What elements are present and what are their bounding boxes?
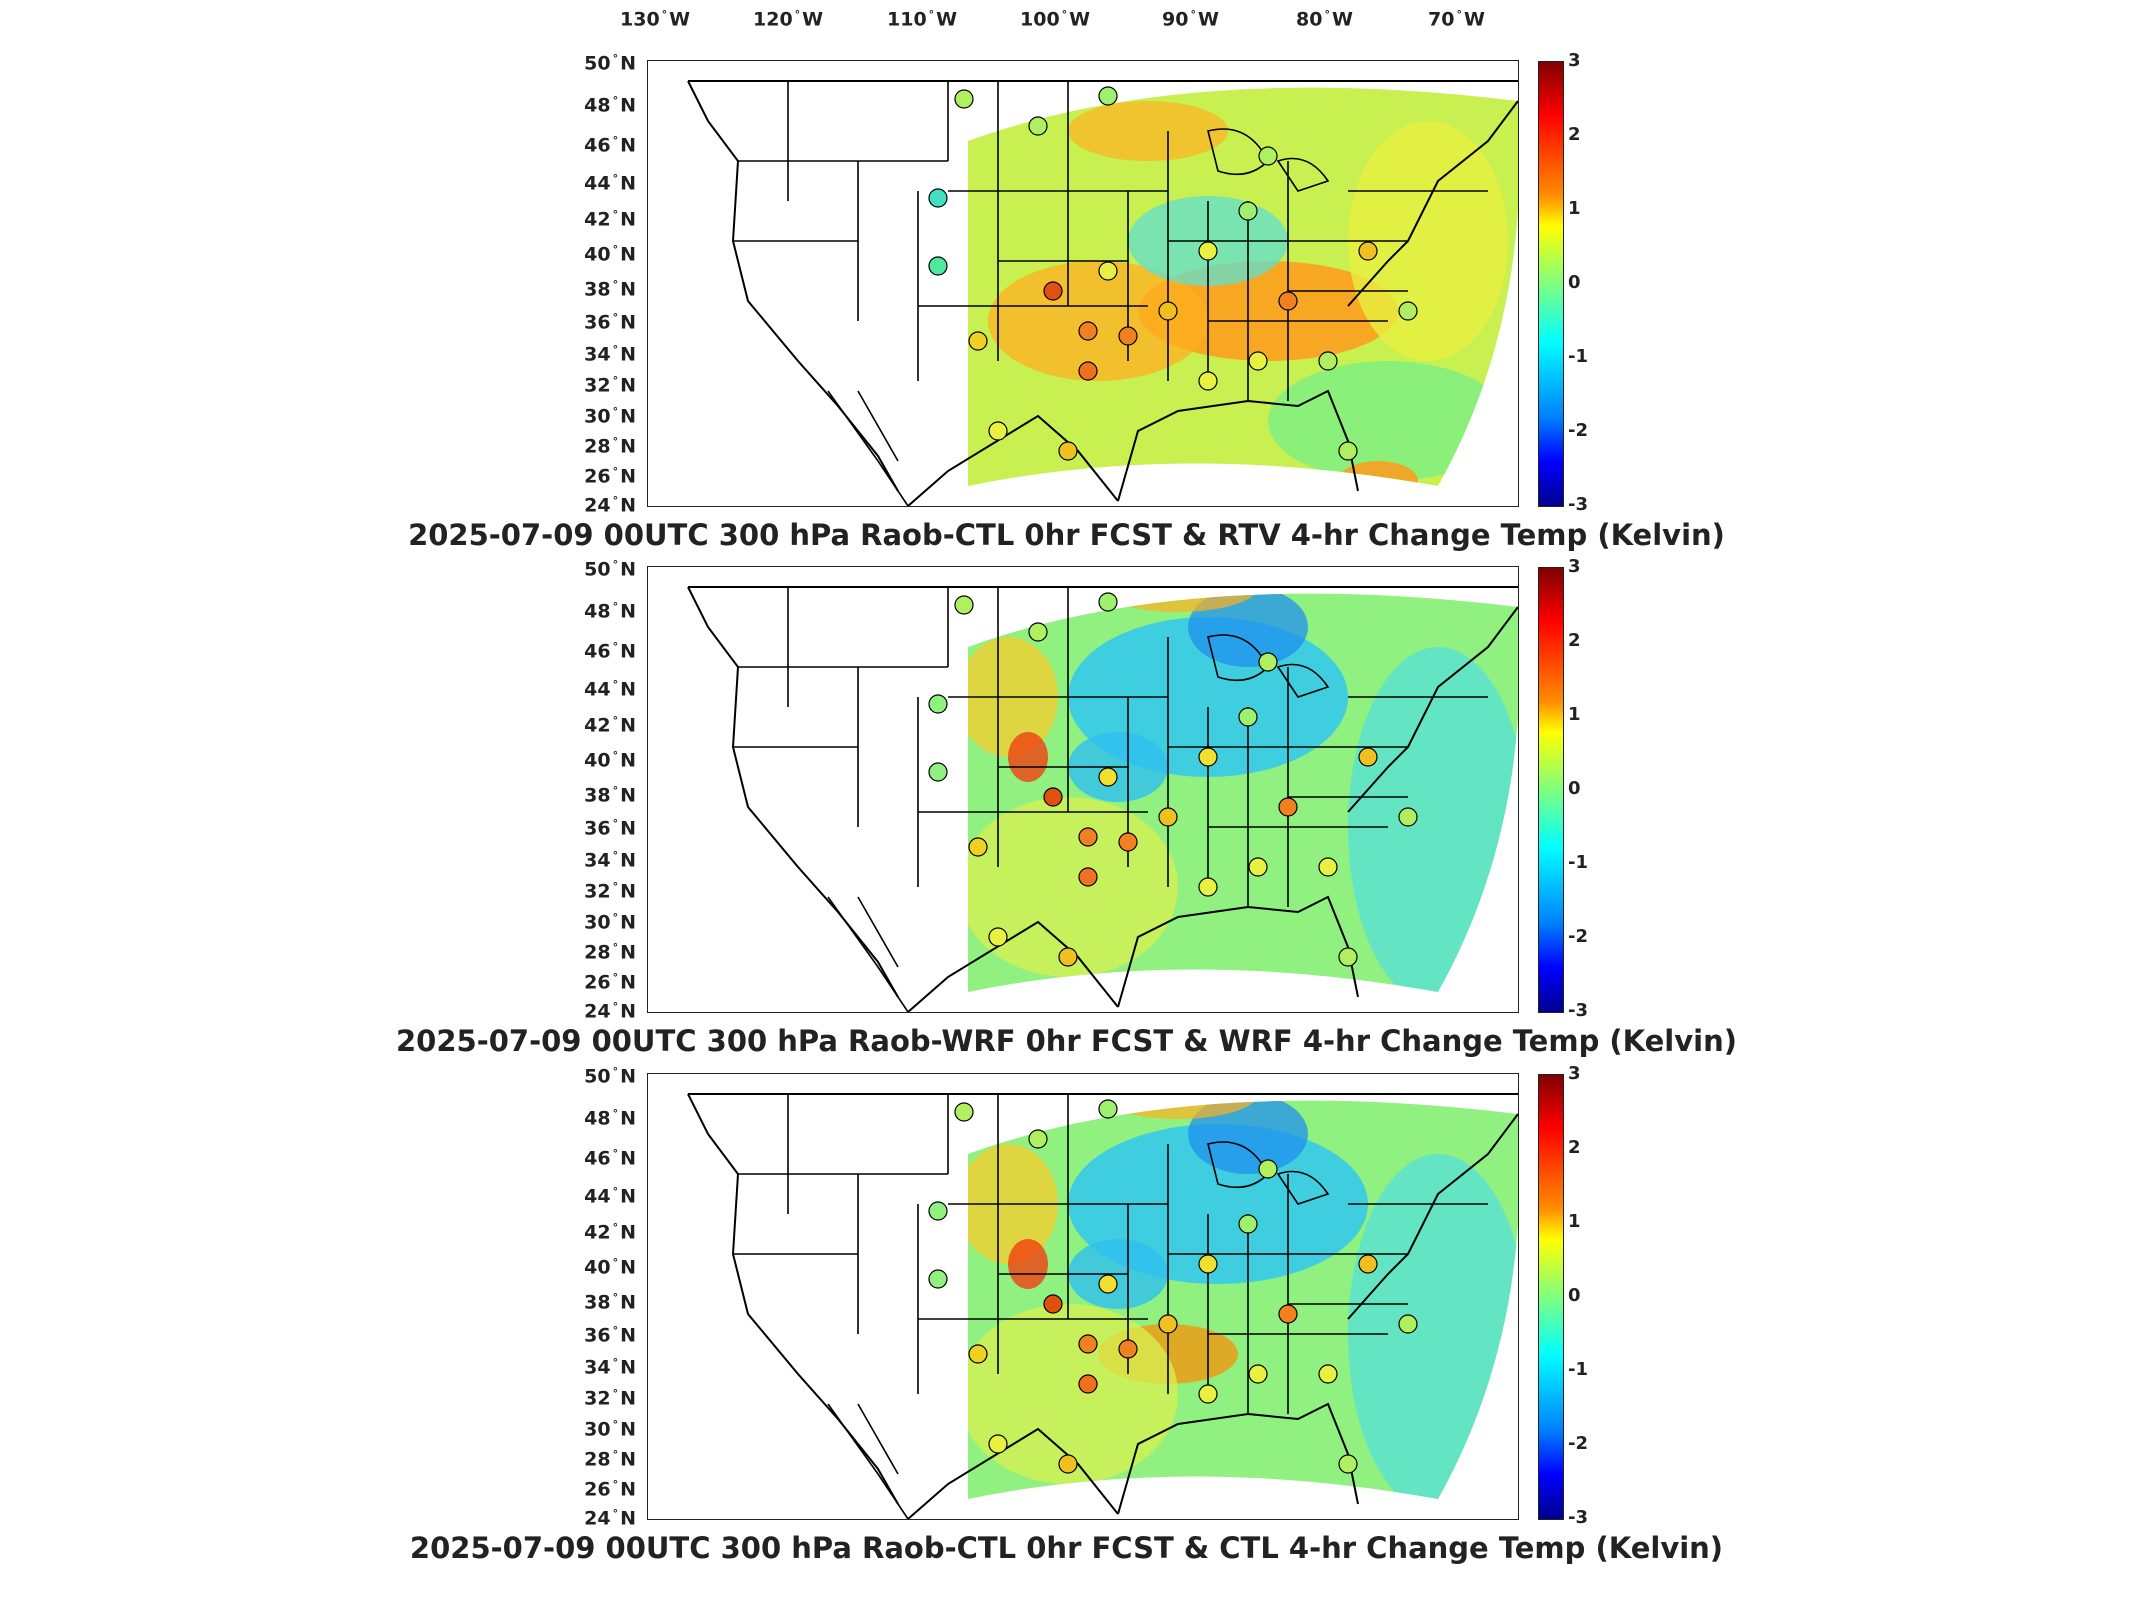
colorbar-tick: -2	[1568, 420, 1588, 441]
lat-label: 28 ° N	[584, 435, 636, 458]
colorbar-tick: 1	[1568, 198, 1581, 219]
colorbar-tick: -3	[1568, 1507, 1588, 1528]
colorbar-tick: 3	[1568, 556, 1581, 577]
lat-label: 42 ° N	[584, 714, 636, 737]
lat-label: 30 ° N	[584, 405, 636, 428]
temperature-field	[968, 593, 1518, 993]
lat-label: 26 ° N	[584, 465, 636, 488]
lat-label: 36 ° N	[584, 817, 636, 840]
lat-label: 28 ° N	[584, 1448, 636, 1471]
lat-label: 34 ° N	[584, 343, 636, 366]
colorbar-tick: 0	[1568, 272, 1581, 293]
colorbar-tick: 1	[1568, 1211, 1581, 1232]
lat-label: 24 ° N	[584, 1507, 636, 1530]
lat-label: 44 ° N	[584, 172, 636, 195]
colorbar-tick: 2	[1568, 1137, 1581, 1158]
lat-label: 40 ° N	[584, 749, 636, 772]
lat-label: 40 ° N	[584, 1256, 636, 1279]
map-svg	[687, 1093, 1518, 1519]
colorbar-tick: 0	[1568, 778, 1581, 799]
raob-station-markers	[928, 592, 1418, 967]
lat-label: 50 ° N	[584, 52, 636, 75]
map-frame	[647, 60, 1519, 507]
lat-label: 48 ° N	[584, 1107, 636, 1130]
lat-label: 38 ° N	[584, 784, 636, 807]
colorbar	[1538, 567, 1564, 1013]
lat-label: 38 ° N	[584, 278, 636, 301]
map-frame	[647, 1073, 1519, 1520]
lat-label: 48 ° N	[584, 600, 636, 623]
colorbar-tick: -1	[1568, 852, 1588, 873]
panel-title: 2025-07-09 00UTC 300 hPa Raob-CTL 0hr FC…	[409, 1531, 1724, 1565]
colorbar-tick: -3	[1568, 494, 1588, 515]
colorbar-tick: 0	[1568, 1285, 1581, 1306]
lon-label: 120 ° W	[753, 8, 824, 31]
colorbar-tick: -1	[1568, 1359, 1588, 1380]
raob-station-markers	[928, 86, 1418, 461]
lon-label: 90 ° W	[1162, 8, 1219, 31]
colorbar-tick: 3	[1568, 50, 1581, 71]
longitude-axis: 130 ° W 120 ° W 110 ° W 100 ° W 90 ° W 80 ° W 70 ° W	[0, 0, 2133, 40]
colorbar-tick: 2	[1568, 630, 1581, 651]
lat-label: 26 ° N	[584, 971, 636, 994]
lat-label: 44 ° N	[584, 678, 636, 701]
map-svg	[687, 80, 1518, 506]
lat-label: 26 ° N	[584, 1478, 636, 1501]
lat-label: 44 ° N	[584, 1185, 636, 1208]
lon-label: 130 ° W	[620, 8, 691, 31]
colorbar-tick: 1	[1568, 704, 1581, 725]
panel-title: 2025-07-09 00UTC 300 hPa Raob-CTL 0hr FC…	[408, 518, 1725, 552]
lat-label: 40 ° N	[584, 243, 636, 266]
colorbar-tick: 3	[1568, 1063, 1581, 1084]
lat-label: 36 ° N	[584, 311, 636, 334]
raob-station-markers	[928, 1099, 1418, 1474]
lat-label: 50 ° N	[584, 558, 636, 581]
lat-label: 32 ° N	[584, 1387, 636, 1410]
panel-title: 2025-07-09 00UTC 300 hPa Raob-WRF 0hr FC…	[395, 1024, 1737, 1058]
lat-label: 28 ° N	[584, 941, 636, 964]
lat-label: 42 ° N	[584, 1221, 636, 1244]
colorbar	[1538, 61, 1564, 507]
temperature-field	[968, 87, 1518, 487]
colorbar-tick: -3	[1568, 1000, 1588, 1021]
lat-label: 30 ° N	[584, 1418, 636, 1441]
lon-label: 70 ° W	[1428, 8, 1485, 31]
lat-label: 38 ° N	[584, 1291, 636, 1314]
lon-label: 80 ° W	[1296, 8, 1353, 31]
lat-label: 24 ° N	[584, 494, 636, 517]
lat-label: 46 ° N	[584, 134, 636, 157]
lat-label: 32 ° N	[584, 880, 636, 903]
lon-label: 110 ° W	[887, 8, 958, 31]
colorbar-tick: -1	[1568, 346, 1588, 367]
lat-label: 24 ° N	[584, 1000, 636, 1023]
lat-label: 48 ° N	[584, 94, 636, 117]
colorbar-tick: -2	[1568, 1433, 1588, 1454]
lat-label: 32 ° N	[584, 374, 636, 397]
map-frame	[647, 566, 1519, 1013]
colorbar-tick: 2	[1568, 124, 1581, 145]
lat-label: 46 ° N	[584, 640, 636, 663]
lat-label: 50 ° N	[584, 1065, 636, 1088]
map-svg	[687, 586, 1518, 1012]
lat-label: 34 ° N	[584, 849, 636, 872]
lat-label: 46 ° N	[584, 1147, 636, 1170]
lat-label: 36 ° N	[584, 1324, 636, 1347]
temperature-field	[968, 1100, 1518, 1500]
lat-label: 34 ° N	[584, 1356, 636, 1379]
lat-label: 30 ° N	[584, 911, 636, 934]
lon-label: 100 ° W	[1020, 8, 1091, 31]
colorbar-tick: -2	[1568, 926, 1588, 947]
lat-label: 42 ° N	[584, 208, 636, 231]
colorbar	[1538, 1074, 1564, 1520]
